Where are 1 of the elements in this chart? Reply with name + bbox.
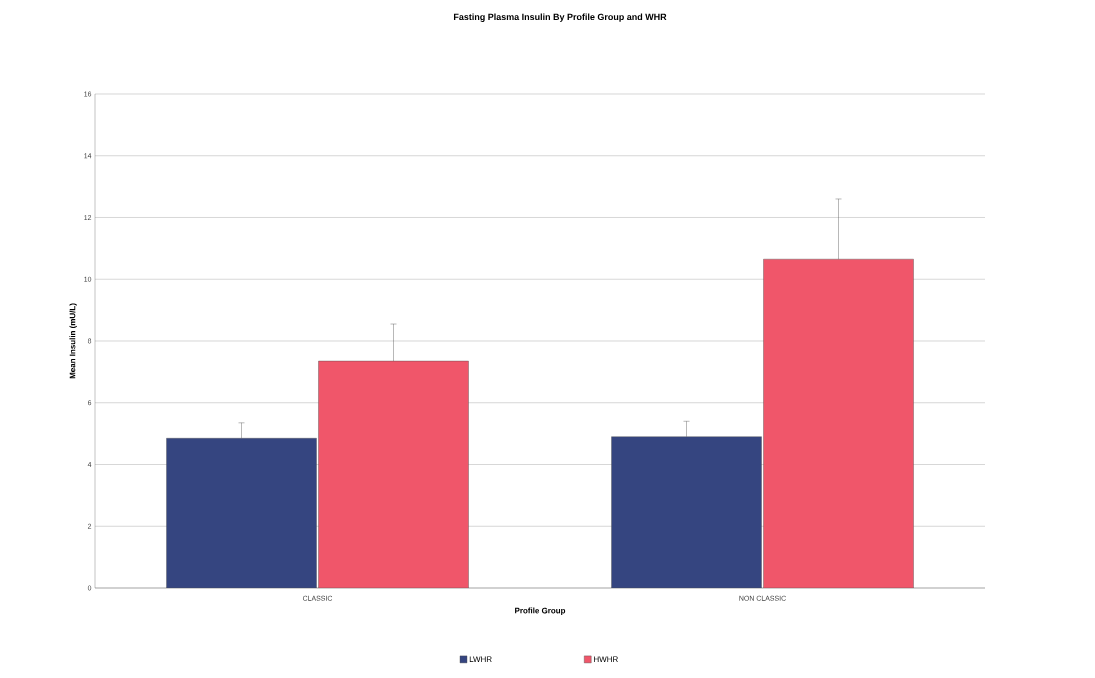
chart-title: Fasting Plasma Insulin By Profile Group and WHR: [453, 13, 667, 22]
